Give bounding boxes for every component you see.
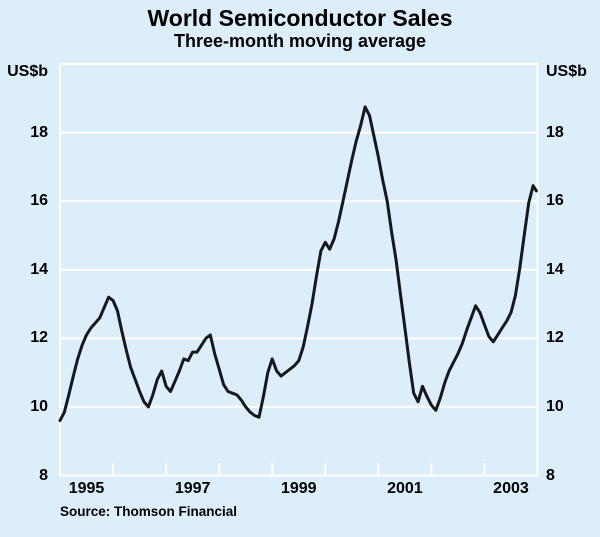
y-axis-label-left: 8 xyxy=(39,466,48,484)
x-axis-year-label: 1995 xyxy=(68,480,105,497)
x-axis-year-label: 1999 xyxy=(280,480,317,497)
y-axis-label-left: 14 xyxy=(30,260,48,278)
y-axis-label-left: 18 xyxy=(30,123,48,141)
y-axis-label-left: 12 xyxy=(30,329,48,347)
source-note: Source: Thomson Financial xyxy=(60,504,238,519)
y-axis-label-right: 16 xyxy=(546,192,564,210)
data-line xyxy=(58,105,538,423)
y-axis-label-right: 12 xyxy=(546,329,564,347)
y-axis-label-right: 10 xyxy=(546,397,564,415)
chart-subtitle: Three-month moving average xyxy=(173,31,427,52)
x-axis-year-label: 2003 xyxy=(493,480,529,497)
y-axis-label-left: 10 xyxy=(30,397,48,415)
y-axis-label-right: 8 xyxy=(546,466,555,484)
y-axis-label-right: 18 xyxy=(546,123,564,141)
x-axis-year-label: 2001 xyxy=(387,480,423,497)
chart-title: World Semiconductor Sales xyxy=(147,5,453,31)
y-axis-label-left: 16 xyxy=(30,192,48,210)
y-axis-unit-right: US$b xyxy=(546,63,587,80)
x-axis-year-label: 1997 xyxy=(174,480,211,497)
plot-border xyxy=(59,63,539,477)
title-block: World Semiconductor Sales Three-month mo… xyxy=(0,5,600,52)
y-axis-label-right: 14 xyxy=(546,260,564,278)
y-axis-unit-left: US$b xyxy=(7,63,48,80)
